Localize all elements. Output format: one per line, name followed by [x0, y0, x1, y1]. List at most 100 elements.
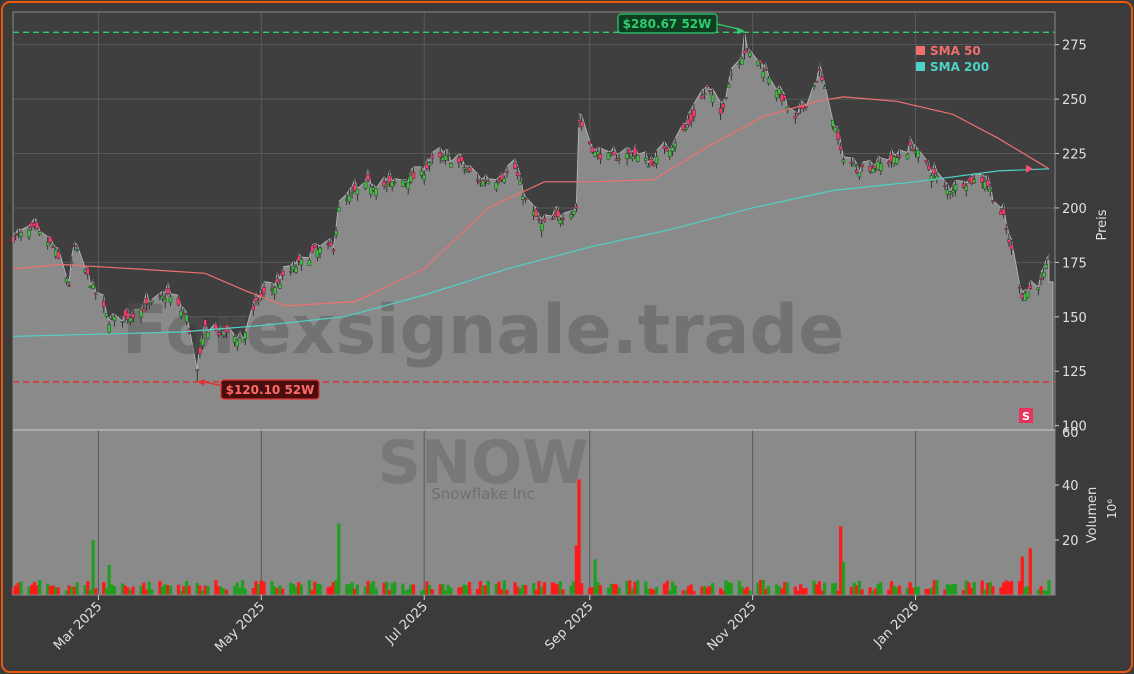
- volume-bar: [123, 585, 127, 595]
- volume-bar: [430, 589, 434, 595]
- volume-bar: [369, 583, 373, 595]
- volume-bar: [299, 584, 303, 595]
- volume-bar: [259, 580, 263, 595]
- candle-body: [297, 255, 301, 262]
- candle-body: [857, 172, 862, 178]
- volume-bar: [836, 590, 840, 595]
- low-arrowhead: [197, 378, 206, 386]
- date-tick-label: Mar 2025: [51, 599, 105, 653]
- volume-bar: [737, 580, 741, 595]
- volume-bar: [596, 582, 600, 595]
- volume-bar: [217, 586, 221, 595]
- stock-chart: Forexsignale.trade SNOW Snowflake Inc 10…: [11, 11, 1119, 655]
- candle-body: [964, 185, 968, 191]
- volume-bar: [953, 584, 958, 595]
- volume-bar: [481, 585, 485, 595]
- volume-bar: [67, 585, 71, 595]
- candle-body: [251, 305, 256, 311]
- candle-body: [390, 181, 394, 187]
- high-low-lines: [13, 31, 1055, 383]
- candle-body: [318, 247, 322, 254]
- candle-body: [927, 165, 931, 170]
- volume-bar: [460, 586, 464, 595]
- volume-bar: [580, 583, 584, 595]
- volume-bar: [983, 589, 987, 595]
- volume-bar: [35, 585, 39, 595]
- volume-bar: [203, 585, 207, 595]
- candle-body: [1001, 208, 1006, 215]
- volume-bar: [801, 588, 805, 595]
- candle-body: [729, 73, 733, 76]
- volume-bars: [11, 479, 1051, 596]
- candle-body: [38, 231, 42, 235]
- candle-body: [764, 69, 768, 71]
- volume-bar: [927, 588, 931, 595]
- candle-body: [419, 170, 424, 176]
- volume-bar: [409, 584, 413, 595]
- volume-bar: [558, 581, 562, 595]
- candle-body: [897, 155, 902, 158]
- candle-body: [385, 184, 389, 187]
- low-label: $120.10 52W: [226, 383, 315, 397]
- volume-bar: [775, 584, 779, 595]
- high-label: $280.67 52W: [623, 17, 712, 31]
- candle-body: [708, 89, 712, 92]
- candle-body: [766, 78, 771, 84]
- candle-body: [617, 158, 621, 161]
- volume-bar: [243, 588, 247, 595]
- volume-bar: [532, 583, 536, 595]
- candle-body: [537, 218, 541, 221]
- volume-bar: [225, 589, 229, 595]
- volume-bar: [144, 589, 149, 595]
- candle-body: [574, 206, 579, 209]
- candle-body: [499, 174, 504, 181]
- candle-body: [142, 308, 146, 313]
- volume-bar: [625, 581, 629, 595]
- candle-body: [796, 112, 800, 115]
- candle-body: [673, 142, 677, 148]
- volume-bar: [297, 582, 301, 595]
- candle-body: [467, 166, 472, 172]
- volume-bar: [895, 587, 899, 595]
- candle-body: [745, 48, 749, 50]
- price-tick-label: 100: [1062, 420, 1087, 435]
- volume-bar: [505, 589, 509, 595]
- volume-bar: [427, 585, 432, 595]
- volume-bar: [849, 587, 853, 595]
- candle-body: [75, 248, 79, 251]
- volume-bar: [187, 585, 191, 595]
- volume-bar: [291, 583, 295, 595]
- candle-body: [69, 261, 74, 264]
- candle-body: [812, 84, 816, 88]
- volume-bar: [1020, 556, 1024, 595]
- candle-body: [91, 284, 95, 289]
- candle-body: [774, 90, 779, 99]
- volume-bar: [219, 586, 223, 595]
- watermark-group: Forexsignale.trade SNOW Snowflake Inc: [122, 291, 845, 503]
- volume-bar: [1039, 586, 1043, 595]
- candle-body: [35, 222, 39, 229]
- candle-body: [985, 179, 990, 187]
- volume-bar: [759, 579, 763, 595]
- candle-body: [406, 181, 410, 190]
- candle-body: [710, 94, 715, 103]
- candle-body: [294, 267, 298, 273]
- candle-body: [443, 155, 448, 161]
- volume-bar: [411, 584, 416, 595]
- volume-bar: [670, 581, 675, 595]
- volume-bar: [951, 583, 955, 595]
- candle-body: [1039, 278, 1043, 280]
- candle-body: [556, 209, 560, 217]
- date-tick-label: Jan 2026: [871, 599, 923, 651]
- volume-bar: [516, 586, 520, 595]
- sma200-line: [12, 168, 1050, 337]
- volume-bar: [75, 582, 79, 595]
- price-tick-label: 150: [1062, 311, 1087, 326]
- volume-bar: [64, 590, 68, 595]
- price-tick-label: 175: [1062, 256, 1087, 271]
- candle-body: [497, 179, 501, 182]
- candle-body: [222, 334, 226, 337]
- candle-body: [625, 153, 629, 160]
- candle-body: [590, 146, 595, 153]
- candle-body: [606, 152, 611, 160]
